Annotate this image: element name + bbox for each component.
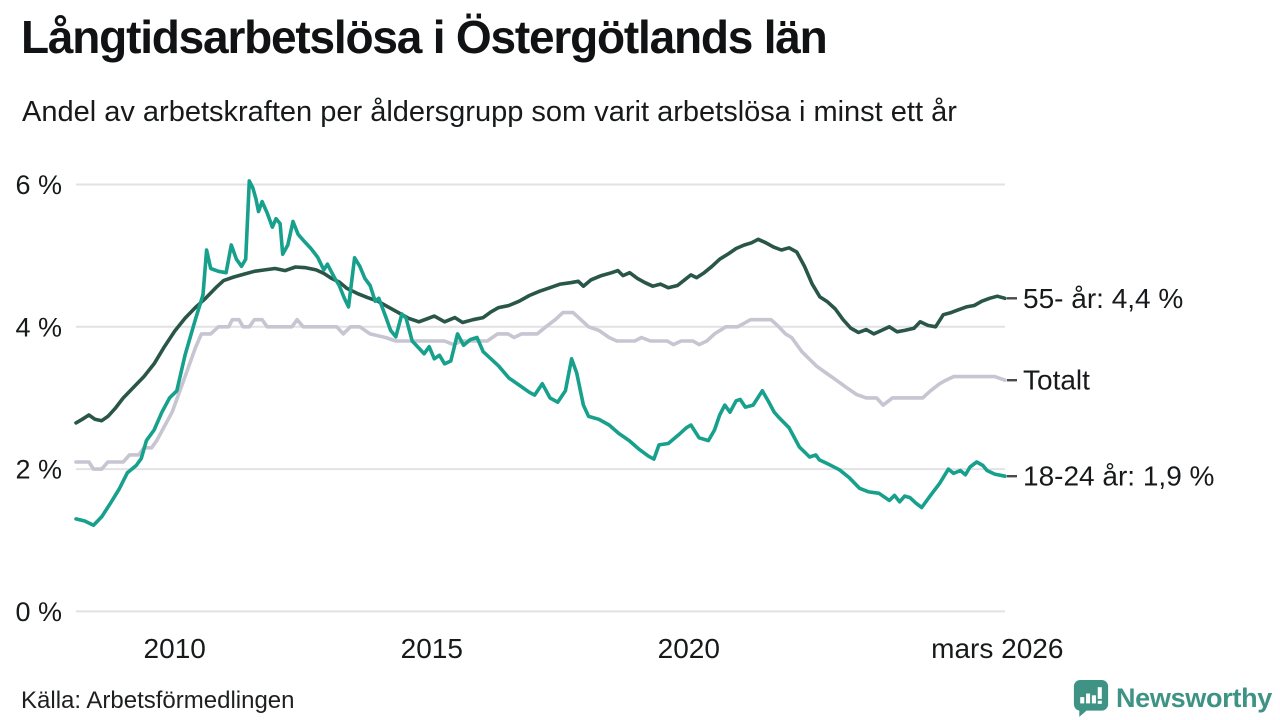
newsworthy-logo-icon (1073, 680, 1109, 717)
source-label: Källa: Arbetsförmedlingen (21, 687, 295, 714)
series-end-label-18-24-ar: 18-24 år: 1,9 % (1023, 461, 1214, 492)
page-subtitle: Andel av arbetskraften per åldersgrupp s… (22, 96, 957, 128)
y-tick-label: 0 % (15, 597, 62, 627)
page-title: Långtidsarbetslösa i Östergötlands län (21, 11, 828, 63)
series-line-55-ar (74, 237, 1007, 425)
newsworthy-brand-name: Newsworthy (1115, 682, 1272, 713)
y-tick-label: 6 % (15, 170, 62, 200)
x-tick-label: mars 2026 (931, 633, 1063, 664)
line-chart: 6 % 4 % 2 % 0 % 2010 2015 2020 mars 2026 55- år:… (15, 170, 1214, 664)
y-tick-label: 4 % (15, 312, 62, 342)
series-line-totalt (74, 310, 1007, 471)
x-tick-label: 2020 (658, 633, 720, 664)
series-end-label-55-ar: 55- år: 4,4 % (1023, 283, 1183, 314)
series-end-label-totalt: Totalt (1023, 365, 1090, 396)
series-line-18-24-ar (74, 179, 1007, 528)
newsworthy-brand: Newsworthy (1073, 679, 1272, 717)
x-tick-label: 2015 (401, 633, 463, 664)
y-tick-label: 2 % (15, 455, 62, 485)
x-tick-label: 2010 (144, 633, 206, 664)
